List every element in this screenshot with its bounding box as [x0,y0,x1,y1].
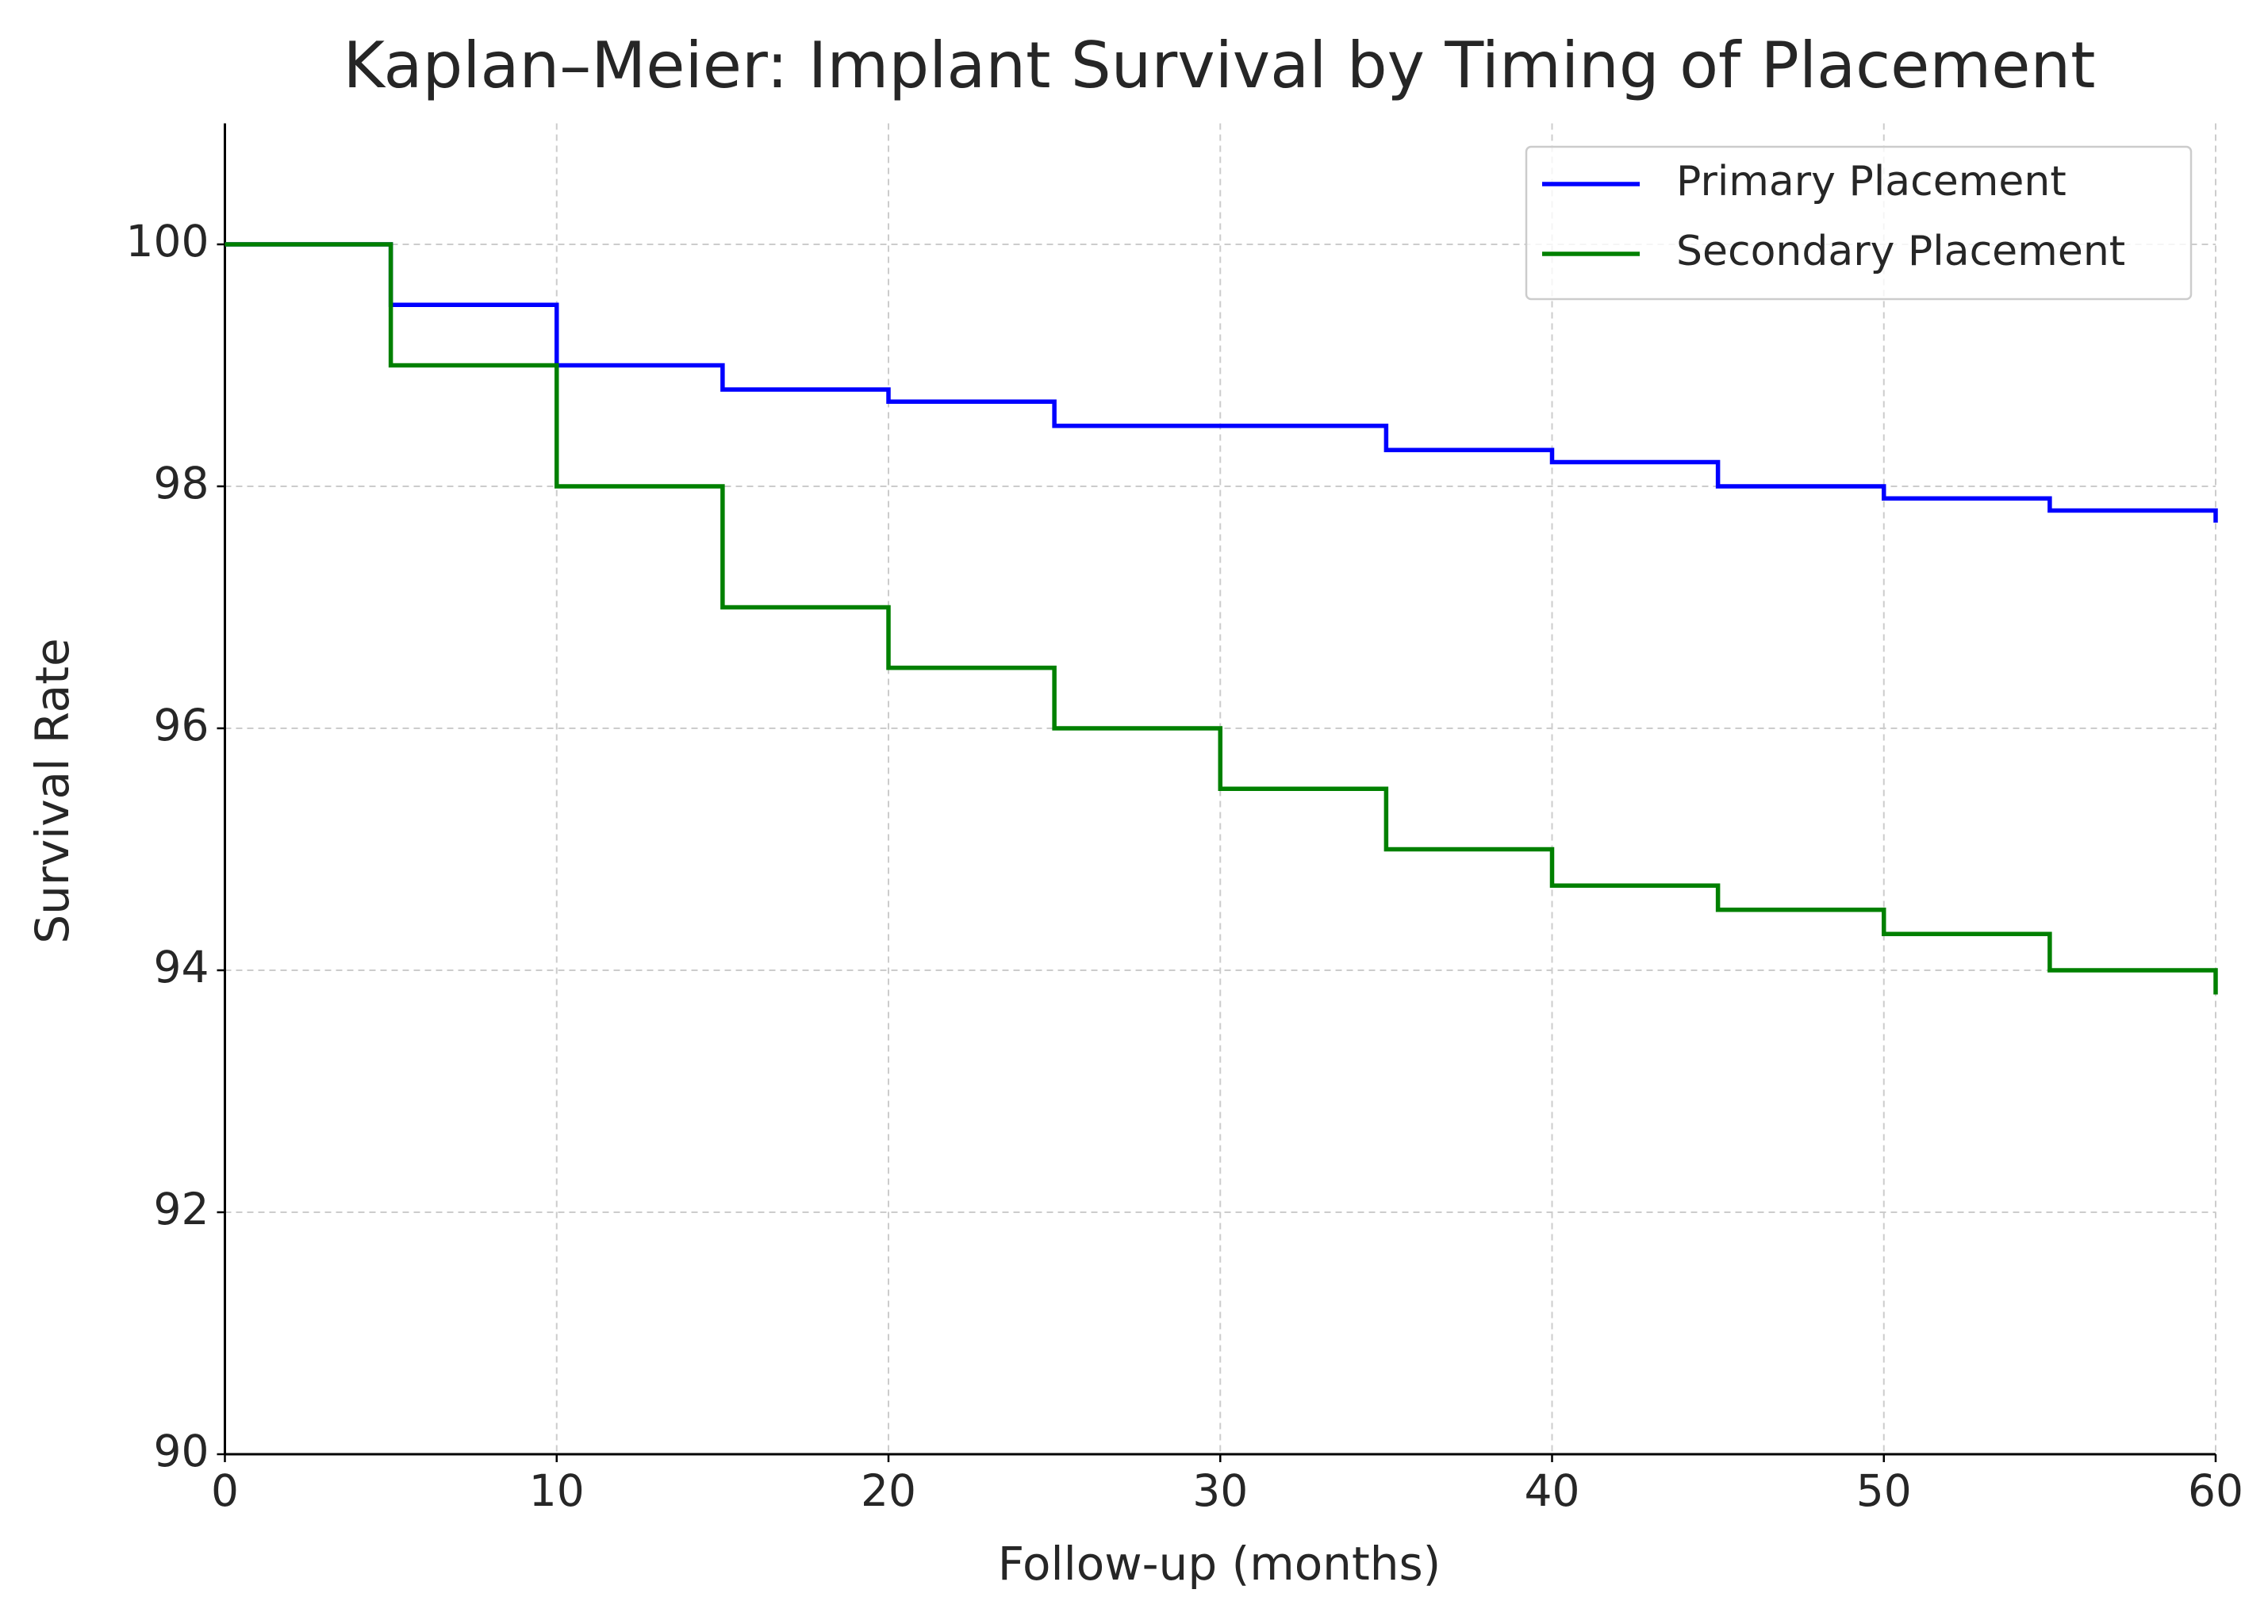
legend-label: Secondary Placement [1676,228,2125,275]
y-tick-label: 92 [154,1184,209,1234]
legend-box [1525,145,2193,301]
x-tick-label: 10 [529,1465,585,1516]
survival-line [224,242,2218,995]
x-tick-label: 60 [2188,1465,2243,1516]
x-tick-label: 0 [211,1465,239,1516]
y-tick-label: 100 [126,216,209,267]
x-tick-label: 30 [1192,1465,1248,1516]
legend-label: Primary Placement [1676,158,2067,205]
chart-title: Kaplan–Meier: Implant Survival by Timing… [343,29,2095,102]
y-axis-label: Survival Rate [25,638,79,943]
y-tick-label: 94 [154,942,209,992]
y-tick-label: 90 [154,1426,209,1476]
x-axis-label: Follow-up (months) [998,1537,1441,1591]
survival-line [224,242,2218,523]
x-tick-label: 50 [1856,1465,1912,1516]
y-tick-label: 98 [154,458,209,509]
x-tick-label: 40 [1525,1465,1580,1516]
y-tick-label: 96 [154,700,209,751]
x-tick-label: 20 [861,1465,916,1516]
